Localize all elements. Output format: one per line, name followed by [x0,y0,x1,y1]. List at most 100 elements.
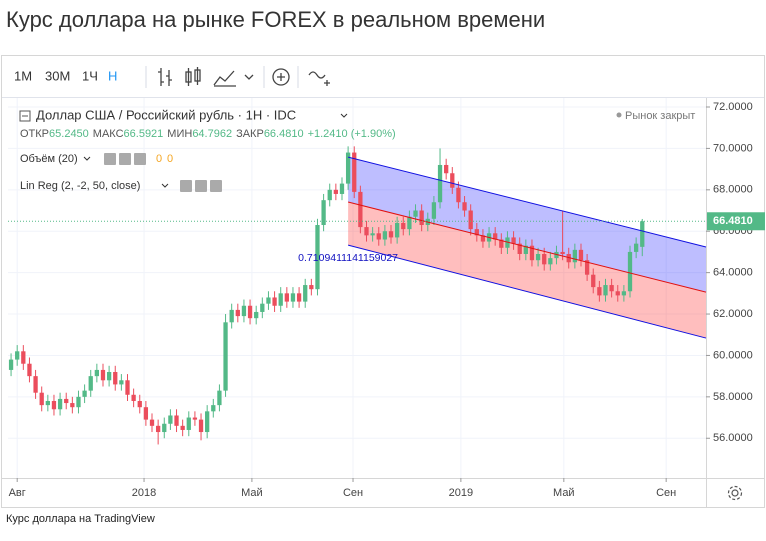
ohlc-legend: ОТКР65.2450 МАКС66.5921 МИН64.7962 ЗАКР66.4… [20,128,396,140]
candle-body [113,372,118,385]
candle-body [290,293,296,302]
indicator-button[interactable] [119,153,131,165]
market-status-dot [616,112,622,118]
candle-body [364,227,369,236]
y-tick-label: 64.0000 [713,267,753,279]
x-tick-label: Май [241,487,263,499]
candle-body [27,363,32,377]
candle-body [8,359,14,370]
interval-1h[interactable]: 1Ч [82,68,98,83]
candle-body [370,233,375,236]
candle-body [597,287,602,296]
indicator-button[interactable] [210,180,222,192]
candle-body [511,237,516,244]
candle-body [560,251,565,254]
market-status: Рынок закрыт [625,110,695,122]
volume-label: Объём (20) [20,153,78,165]
candle-body [542,253,547,265]
price-change: +1.2410 (+1.90%) [308,128,396,140]
candle-body [278,293,283,306]
candle-body [499,239,504,248]
symbol-icon [19,110,31,122]
candle-body [88,376,93,391]
volume-chevron [83,156,91,161]
indicator-button[interactable] [195,180,207,192]
candle-body [627,251,633,292]
x-tick-label: Сен [343,487,363,499]
candle-body [21,351,26,364]
y-tick-label: 72.0000 [713,101,753,113]
interval-1m[interactable]: 1М [14,68,32,83]
regression-lower [347,244,707,339]
candle-body [217,390,222,406]
candle-body [333,189,339,194]
candle-body [315,225,320,290]
candle-body [198,419,204,433]
candle-body [327,189,332,201]
ohlc-label: МИН [167,128,192,140]
candle-body [462,202,467,211]
candle-body [223,322,228,391]
candle-body [94,369,100,377]
indicator-label: Lin Reg (2, -2, 50, close) [20,180,140,192]
toolbar-icons[interactable] [145,66,330,88]
candle-body [578,249,584,261]
candle-body [192,417,198,420]
candle-body [168,415,173,424]
candle-body [131,394,136,401]
candle-body [382,231,388,240]
candle-body [431,202,437,219]
candle-body [535,253,541,261]
widget-frame [1,55,765,508]
candle-body [321,200,326,226]
candle-body [174,415,179,426]
settings-gear[interactable] [727,485,743,501]
ohlc-label: ОТКР [20,128,49,140]
candle-body [70,403,75,408]
candle-body [609,285,614,292]
interval-week[interactable]: Н [108,68,117,83]
candle-body [45,400,50,406]
candle-body [407,216,412,230]
candle-body [229,309,234,323]
candle-body [100,369,106,381]
candle-body [284,293,289,302]
candle-body [241,305,247,317]
candle-body [266,297,271,304]
candle-body [76,396,81,408]
indicator-button[interactable] [104,153,116,165]
interval-30m[interactable]: 30М [45,68,70,83]
regression-middle [347,201,707,293]
regression-upper-fill [348,157,706,293]
candle-body [149,419,155,426]
candle-body [33,376,38,393]
candle-body [345,152,351,184]
candle-body [474,229,479,236]
symbol-name: Доллар США / Российский рубль · 1Н · IDC [36,107,296,122]
candle-body [603,285,608,296]
indicator-button[interactable] [134,153,146,165]
candle-body [143,407,149,420]
candle-body [235,309,240,317]
candle-body [339,183,345,194]
candle-body [137,400,142,408]
candle-body [401,222,406,230]
candle-body [480,235,486,242]
y-tick-label: 56.0000 [713,432,753,444]
candle-body [254,311,259,319]
y-tick-label: 58.0000 [713,391,753,403]
candle-body [51,400,57,410]
candle-body [15,351,20,360]
candle-body [554,251,559,259]
candle-body [125,380,130,395]
candle-body [419,210,424,226]
candle-body [548,258,553,265]
candle-body [394,222,400,238]
x-tick-label: Авг [9,487,26,499]
candle-body [456,187,461,203]
candle-body [615,291,620,296]
indicator-button[interactable] [180,180,192,192]
candle-body [444,164,449,174]
candle-body [303,285,308,302]
footer-link[interactable]: Курс доллара на TradingView [6,513,155,525]
